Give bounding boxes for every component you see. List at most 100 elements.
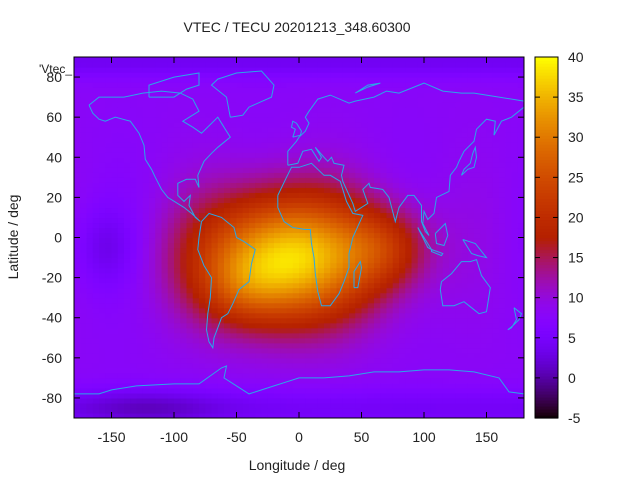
heatmap-cell — [442, 77, 450, 83]
heatmap-cell — [186, 292, 194, 299]
heatmap-cell — [311, 237, 319, 244]
heatmap-cell — [74, 347, 81, 354]
heatmap-cell — [461, 277, 469, 284]
heatmap-cell — [392, 252, 400, 259]
heatmap-cell — [286, 117, 294, 123]
heatmap-cell — [349, 127, 356, 133]
heatmap-cell — [324, 92, 331, 98]
heatmap-cell — [274, 97, 281, 103]
heatmap-cell — [174, 307, 181, 314]
heatmap-cell — [136, 142, 144, 148]
heatmap-cell — [499, 387, 506, 394]
heatmap-cell — [274, 182, 281, 188]
heatmap-cell — [305, 162, 313, 168]
heatmap-cell — [211, 242, 219, 249]
heatmap-cell — [80, 187, 88, 193]
heatmap-cell — [205, 67, 213, 73]
heatmap-cell — [136, 272, 144, 279]
heatmap-cell — [217, 302, 225, 309]
heatmap-cell — [255, 392, 263, 399]
heatmap-cell — [242, 232, 250, 239]
heatmap-cell — [105, 187, 113, 193]
heatmap-cell — [217, 107, 225, 113]
heatmap-cell — [217, 182, 225, 188]
heatmap-cell — [324, 327, 331, 334]
heatmap-cell — [399, 57, 406, 63]
heatmap-cell — [161, 122, 169, 128]
heatmap-cell — [236, 292, 244, 299]
heatmap-cell — [199, 157, 206, 163]
heatmap-cell — [217, 162, 225, 168]
heatmap-cell — [186, 327, 194, 334]
heatmap-cell — [180, 222, 188, 229]
heatmap-cell — [467, 242, 475, 249]
heatmap-cell — [505, 357, 513, 364]
heatmap-cell — [436, 382, 444, 389]
heatmap-cell — [80, 147, 88, 153]
heatmap-cell — [286, 332, 294, 339]
heatmap-cell — [467, 92, 475, 98]
heatmap-cell — [267, 347, 275, 354]
heatmap-cell — [230, 197, 238, 203]
heatmap-cell — [261, 407, 269, 414]
heatmap-cell — [499, 72, 506, 78]
heatmap-cell — [167, 407, 175, 414]
heatmap-cell — [386, 287, 394, 294]
heatmap-cell — [386, 222, 394, 229]
heatmap-cell — [311, 217, 319, 224]
heatmap-cell — [74, 62, 81, 68]
heatmap-cell — [430, 112, 438, 118]
heatmap-cell — [286, 182, 294, 188]
heatmap-cell — [330, 382, 338, 389]
heatmap-cell — [492, 137, 500, 143]
heatmap-cell — [280, 367, 288, 374]
heatmap-cell — [405, 272, 413, 279]
heatmap-cell — [299, 407, 306, 414]
heatmap-cell — [424, 407, 431, 414]
heatmap-cell — [249, 132, 256, 138]
heatmap-cell — [311, 412, 319, 418]
heatmap-cell — [317, 402, 325, 409]
heatmap-cell — [224, 217, 231, 224]
heatmap-cell — [224, 182, 231, 188]
heatmap-cell — [155, 212, 163, 219]
heatmap-cell — [417, 287, 425, 294]
heatmap-cell — [461, 187, 469, 193]
heatmap-cell — [436, 327, 444, 334]
heatmap-cell — [474, 92, 481, 98]
heatmap-cell — [305, 107, 313, 113]
heatmap-cell — [449, 232, 456, 239]
heatmap-cell — [149, 87, 156, 93]
heatmap-cell — [330, 347, 338, 354]
heatmap-cell — [317, 297, 325, 304]
heatmap-cell — [86, 242, 94, 249]
heatmap-cell — [299, 62, 306, 68]
heatmap-cell — [499, 122, 506, 128]
heatmap-cell — [86, 202, 94, 209]
heatmap-cell — [274, 212, 281, 219]
heatmap-cell — [80, 172, 88, 178]
heatmap-cell — [124, 377, 131, 384]
heatmap-cell — [267, 382, 275, 389]
heatmap-cell — [230, 312, 238, 319]
heatmap-cell — [486, 202, 494, 209]
heatmap-cell — [386, 57, 394, 63]
heatmap-cell — [92, 402, 100, 409]
heatmap-cell — [480, 87, 488, 93]
heatmap-cell — [467, 412, 475, 418]
heatmap-cell — [142, 297, 150, 304]
heatmap-cell — [442, 352, 450, 359]
heatmap-cell — [230, 337, 238, 344]
heatmap-cell — [474, 122, 481, 128]
heatmap-cell — [180, 117, 188, 123]
heatmap-cell — [86, 257, 94, 264]
heatmap-cell — [92, 62, 100, 68]
heatmap-cell — [436, 297, 444, 304]
heatmap-cell — [267, 197, 275, 203]
heatmap-cell — [380, 92, 388, 98]
heatmap-cell — [317, 227, 325, 234]
heatmap-cell — [249, 362, 256, 369]
heatmap-cell — [455, 397, 463, 404]
heatmap-cell — [355, 212, 363, 219]
heatmap-cell — [436, 332, 444, 339]
